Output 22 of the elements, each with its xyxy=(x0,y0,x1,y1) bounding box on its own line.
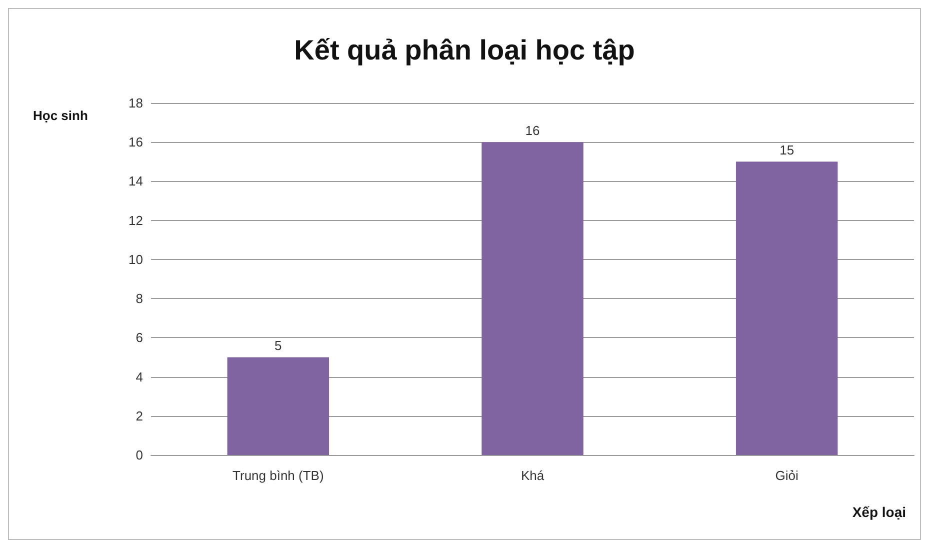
y-tick-label: 4 xyxy=(136,369,143,384)
data-label: 16 xyxy=(525,123,540,138)
bar xyxy=(482,142,584,455)
y-tick-label: 2 xyxy=(136,408,143,424)
data-label: 5 xyxy=(274,338,282,354)
y-axis-title: Học sinh xyxy=(33,108,88,123)
chart-title: Kết quả phân loại học tập xyxy=(294,34,635,66)
data-label: 15 xyxy=(780,142,794,158)
x-tick-label: Giỏi xyxy=(775,468,798,483)
y-tick-label: 18 xyxy=(128,96,143,110)
x-tick-label: Trung bình (TB) xyxy=(232,468,324,483)
y-tick-label: 12 xyxy=(128,212,143,228)
y-tick-label: 0 xyxy=(136,448,143,462)
bar xyxy=(736,162,838,455)
y-tick-label: 8 xyxy=(136,291,143,306)
y-tick-label: 6 xyxy=(136,330,143,346)
x-tick-label: Khá xyxy=(520,468,545,483)
bar xyxy=(227,357,330,455)
y-tick-label: 14 xyxy=(128,174,143,189)
y-tick-label: 10 xyxy=(128,252,143,267)
y-tick-label: 16 xyxy=(128,134,143,150)
x-axis-title: Xếp loại xyxy=(852,504,906,520)
